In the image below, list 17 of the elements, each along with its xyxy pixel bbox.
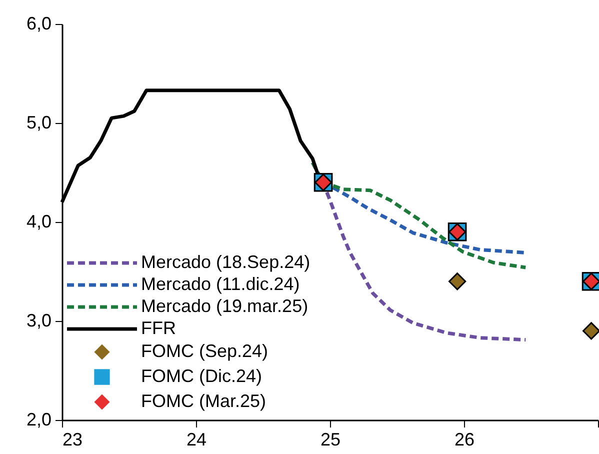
y-tick-label: 3,0 <box>26 310 52 330</box>
legend-label: FOMC (Sep.24) <box>141 341 268 361</box>
y-tick-label: 2,0 <box>26 410 52 430</box>
legend-label: FFR <box>141 318 176 338</box>
legend-label: Mercado (19.mar.25) <box>141 296 308 316</box>
legend-label: Mercado (18.Sep.24) <box>141 252 310 272</box>
y-tick-label: 6,0 <box>26 14 52 34</box>
x-tick-label: 24 <box>186 430 207 450</box>
legend-label: FOMC (Dic.24) <box>141 366 262 386</box>
y-tick-label: 5,0 <box>26 112 52 132</box>
y-tick-label: 4,0 <box>26 212 52 232</box>
legend-label: FOMC (Mar.25) <box>141 391 266 411</box>
x-tick-label: 23 <box>62 430 83 450</box>
line-series <box>310 160 528 270</box>
x-tick-label: 25 <box>320 430 341 450</box>
legend-label: Mercado (11.dic.24) <box>141 274 300 294</box>
x-tick-label: 26 <box>454 430 475 450</box>
